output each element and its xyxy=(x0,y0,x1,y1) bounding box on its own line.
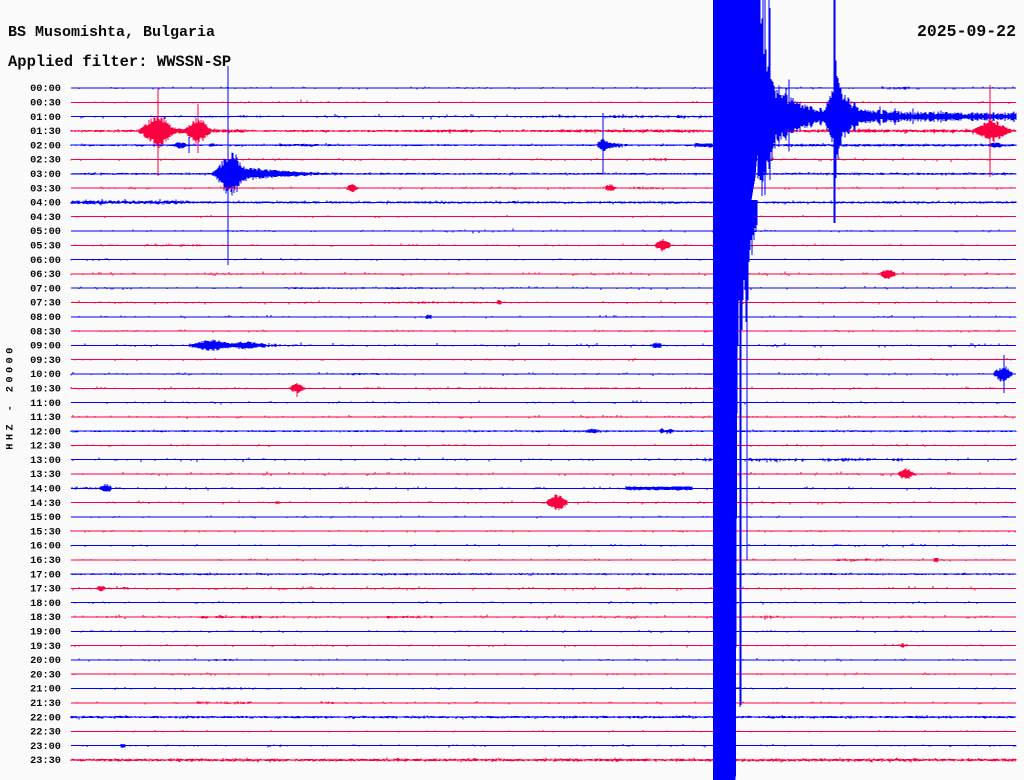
svg-text:Applied filter: WWSSN-SP: Applied filter: WWSSN-SP xyxy=(8,53,231,71)
svg-text:17:30: 17:30 xyxy=(30,584,61,596)
svg-text:10:00: 10:00 xyxy=(30,369,61,381)
svg-text:07:30: 07:30 xyxy=(30,298,61,310)
svg-text:01:30: 01:30 xyxy=(30,126,61,138)
svg-text:16:00: 16:00 xyxy=(30,541,61,553)
svg-text:01:00: 01:00 xyxy=(30,112,61,124)
svg-text:05:30: 05:30 xyxy=(30,241,61,253)
svg-text:20:00: 20:00 xyxy=(30,655,61,667)
svg-text:02:00: 02:00 xyxy=(30,140,61,152)
svg-text:13:30: 13:30 xyxy=(30,469,61,481)
svg-text:15:30: 15:30 xyxy=(30,526,61,538)
svg-text:18:30: 18:30 xyxy=(30,612,61,624)
svg-text:07:00: 07:00 xyxy=(30,283,61,295)
svg-text:21:00: 21:00 xyxy=(30,684,61,696)
svg-text:08:00: 08:00 xyxy=(30,312,61,324)
svg-text:04:30: 04:30 xyxy=(30,212,61,224)
svg-text:15:00: 15:00 xyxy=(30,512,61,524)
svg-text:03:00: 03:00 xyxy=(30,169,61,181)
svg-text:23:30: 23:30 xyxy=(30,755,61,767)
svg-text:20:30: 20:30 xyxy=(30,669,61,681)
svg-text:08:30: 08:30 xyxy=(30,326,61,338)
svg-text:09:30: 09:30 xyxy=(30,355,61,367)
svg-text:11:00: 11:00 xyxy=(30,398,61,410)
svg-text:00:30: 00:30 xyxy=(30,98,61,110)
svg-text:22:30: 22:30 xyxy=(30,727,61,739)
svg-text:13:00: 13:00 xyxy=(30,455,61,467)
svg-text:19:30: 19:30 xyxy=(30,641,61,653)
svg-text:BS Musomishta, Bulgaria: BS Musomishta, Bulgaria xyxy=(8,24,215,41)
svg-text:06:30: 06:30 xyxy=(30,269,61,281)
svg-text:2025-09-22: 2025-09-22 xyxy=(917,22,1016,41)
svg-text:21:30: 21:30 xyxy=(30,698,61,710)
svg-text:17:00: 17:00 xyxy=(30,569,61,581)
svg-text:HHZ - 20000: HHZ - 20000 xyxy=(5,344,17,449)
svg-text:22:00: 22:00 xyxy=(30,712,61,724)
svg-text:23:00: 23:00 xyxy=(30,741,61,753)
svg-text:05:00: 05:00 xyxy=(30,226,61,238)
svg-text:04:00: 04:00 xyxy=(30,198,61,210)
svg-text:19:00: 19:00 xyxy=(30,627,61,639)
svg-text:10:30: 10:30 xyxy=(30,384,61,396)
svg-text:06:00: 06:00 xyxy=(30,255,61,267)
svg-text:12:00: 12:00 xyxy=(30,426,61,438)
svg-text:00:00: 00:00 xyxy=(30,83,61,95)
svg-text:11:30: 11:30 xyxy=(30,412,61,424)
svg-text:16:30: 16:30 xyxy=(30,555,61,567)
svg-text:02:30: 02:30 xyxy=(30,155,61,167)
svg-text:14:30: 14:30 xyxy=(30,498,61,510)
svg-text:03:30: 03:30 xyxy=(30,183,61,195)
svg-text:18:00: 18:00 xyxy=(30,598,61,610)
svg-text:14:00: 14:00 xyxy=(30,484,61,496)
svg-text:09:00: 09:00 xyxy=(30,341,61,353)
svg-text:12:30: 12:30 xyxy=(30,441,61,453)
